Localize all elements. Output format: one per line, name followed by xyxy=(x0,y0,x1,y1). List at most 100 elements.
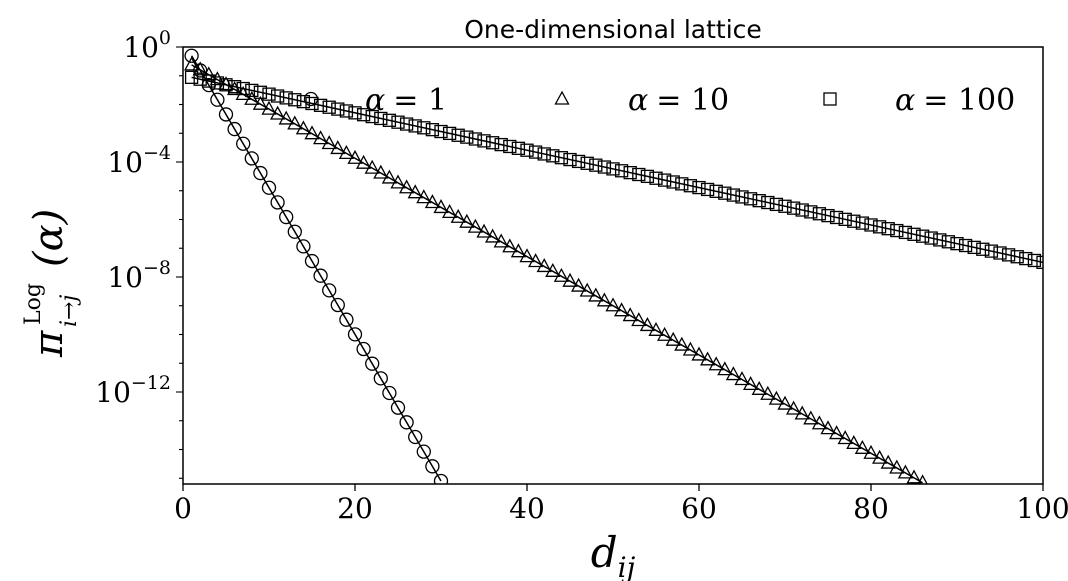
data-point-triangle xyxy=(373,164,389,179)
chart-title: One-dimensional lattice xyxy=(464,15,762,44)
data-point-triangle xyxy=(786,400,802,415)
data-point-square xyxy=(657,173,672,187)
data-point-square xyxy=(262,87,276,101)
data-point-triangle xyxy=(467,218,483,233)
data-point-square xyxy=(761,195,775,210)
data-point-triangle xyxy=(717,361,733,376)
x-tick-label: 40 xyxy=(509,492,545,525)
data-point-triangle xyxy=(794,405,810,420)
data-point-triangle xyxy=(880,454,896,469)
data-point-square xyxy=(477,134,491,148)
data-point-triangle xyxy=(399,179,415,194)
y-tick-exponent: −4 xyxy=(143,142,171,164)
data-point-circle xyxy=(390,400,406,415)
series-line-square xyxy=(191,76,1043,264)
data-point-square xyxy=(692,180,706,195)
data-point-square xyxy=(614,164,629,178)
data-point-square xyxy=(425,123,440,137)
data-point-square xyxy=(434,124,448,139)
data-point-triangle xyxy=(278,110,294,125)
data-point-square xyxy=(408,119,422,133)
data-point-triangle xyxy=(459,213,475,228)
series-circle xyxy=(184,48,449,484)
data-point-square xyxy=(632,167,646,182)
plot-frame xyxy=(182,46,1044,485)
data-point-triangle xyxy=(863,444,879,459)
data-point-triangle xyxy=(295,120,311,135)
data-point-circle xyxy=(218,107,234,122)
data-point-triangle xyxy=(356,154,372,169)
data-point-square xyxy=(511,141,526,155)
legend-label-value: = 10 xyxy=(656,83,729,118)
data-point-square xyxy=(984,244,999,258)
series-layer xyxy=(184,48,1043,484)
data-point-square xyxy=(451,128,465,142)
data-point-square xyxy=(365,109,379,124)
data-point-triangle xyxy=(674,336,690,351)
data-point-square xyxy=(915,229,930,243)
y-tick-base: 10 xyxy=(107,146,143,179)
data-point-square xyxy=(924,231,938,245)
data-point-triangle xyxy=(665,331,681,346)
data-point-triangle xyxy=(381,169,397,184)
data-point-square xyxy=(494,137,508,152)
data-point-circle xyxy=(210,92,225,107)
data-point-triangle xyxy=(192,61,208,76)
data-point-triangle xyxy=(614,302,630,317)
data-point-square xyxy=(649,171,663,185)
legend-label-symbol: α xyxy=(628,83,648,118)
data-point-triangle xyxy=(837,430,853,445)
data-point-circle xyxy=(287,224,302,239)
legend-marker-triangle xyxy=(554,90,570,105)
data-point-triangle xyxy=(424,194,440,209)
x-tick-label: 100 xyxy=(1016,492,1068,525)
data-point-triangle xyxy=(347,149,363,164)
data-point-triangle xyxy=(528,253,544,268)
data-point-triangle xyxy=(811,415,827,430)
y-axis-label-superscript: Log xyxy=(21,283,46,325)
x-tick-label: 80 xyxy=(853,492,889,525)
data-point-triangle xyxy=(760,385,776,400)
y-axis-label-argument: (α) xyxy=(26,209,72,267)
data-point-square xyxy=(485,136,500,150)
data-point-square xyxy=(460,130,474,144)
data-point-triangle xyxy=(708,356,724,371)
data-point-triangle xyxy=(889,459,905,474)
data-point-square xyxy=(683,179,698,193)
data-point-triangle xyxy=(493,233,509,248)
legend-label-value: = 1 xyxy=(393,83,447,118)
data-point-triangle xyxy=(485,228,501,243)
data-point-triangle xyxy=(906,469,922,484)
data-point-circle xyxy=(261,180,277,195)
x-axis: 0 20 40 60 80 100 xyxy=(174,484,1068,525)
series-line-circle xyxy=(190,55,442,482)
data-point-circle xyxy=(433,473,449,484)
data-point-square xyxy=(1019,251,1033,266)
y-axis-label-subscript: i→j xyxy=(57,295,82,327)
data-point-square xyxy=(503,139,517,154)
data-point-triangle xyxy=(777,395,793,410)
data-point-square xyxy=(356,108,371,122)
data-point-square xyxy=(468,132,483,146)
data-point-square xyxy=(855,216,870,230)
data-point-square xyxy=(718,186,732,200)
data-point-circle xyxy=(270,195,285,210)
data-point-triangle xyxy=(631,312,647,327)
data-point-square xyxy=(666,175,680,189)
data-point-square xyxy=(838,212,852,227)
data-point-square xyxy=(270,89,285,103)
data-point-square xyxy=(786,201,801,215)
y-tick-base: 10 xyxy=(95,376,131,409)
data-point-square xyxy=(907,227,921,241)
data-point-circle xyxy=(365,356,380,371)
data-point-square xyxy=(245,83,259,98)
data-point-square xyxy=(640,169,655,184)
data-point-square xyxy=(829,210,844,225)
data-point-triangle xyxy=(313,130,329,145)
x-axis-label: dij xyxy=(591,528,636,581)
data-point-square xyxy=(193,72,207,86)
data-point-square xyxy=(847,214,861,228)
data-point-square xyxy=(520,143,534,157)
data-point-triangle xyxy=(596,292,612,307)
data-point-triangle xyxy=(846,435,862,450)
